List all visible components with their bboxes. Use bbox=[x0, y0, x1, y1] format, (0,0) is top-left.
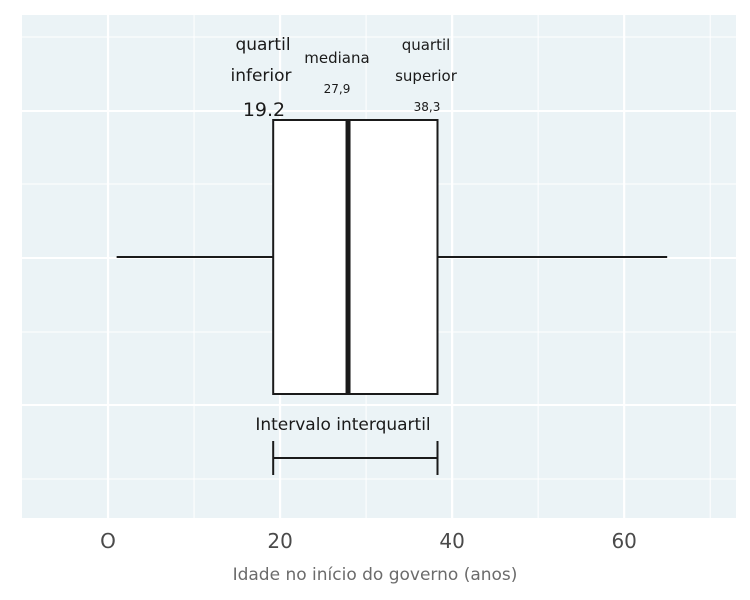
iqr-box bbox=[272, 119, 439, 395]
iqr-label: Intervalo interquartil bbox=[255, 415, 430, 435]
lower-quartile-label-line2: inferior bbox=[230, 66, 291, 86]
x-axis-ticks: O 20 40 60 bbox=[100, 529, 637, 553]
upper-quartile-value: 38,3 bbox=[414, 100, 441, 114]
lower-quartile-value: 19.2 bbox=[243, 99, 285, 121]
upper-quartile-label-line2: superior bbox=[395, 67, 458, 85]
x-tick-label: 40 bbox=[439, 529, 464, 553]
x-tick-label: 20 bbox=[267, 529, 292, 553]
x-tick-label: 60 bbox=[611, 529, 636, 553]
upper-quartile-label-line1: quartil bbox=[402, 36, 451, 54]
median-label: mediana bbox=[304, 49, 369, 67]
median-value: 27,9 bbox=[324, 82, 351, 96]
boxplot-marks bbox=[116, 119, 668, 475]
x-tick-label: O bbox=[100, 529, 116, 553]
lower-quartile-label-line1: quartil bbox=[235, 35, 290, 55]
x-axis-title: Idade no início do governo (anos) bbox=[233, 565, 518, 585]
